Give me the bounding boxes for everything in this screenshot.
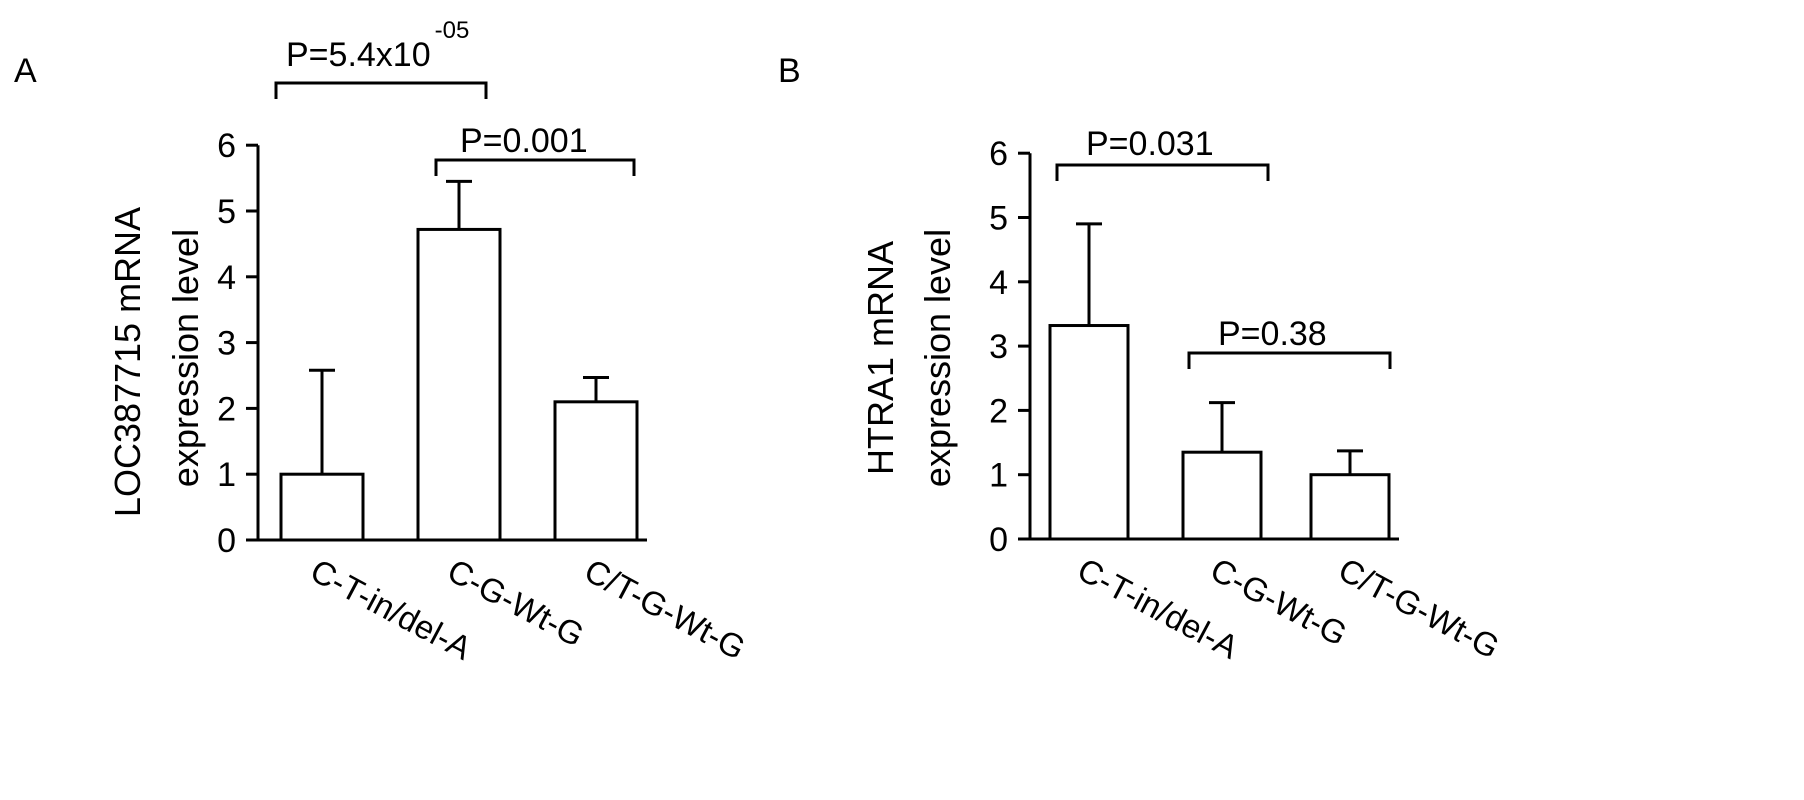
- y-tick-label: 6: [217, 127, 236, 165]
- p-value-label: P=0.031: [1086, 125, 1214, 163]
- y-tick-label: 2: [989, 392, 1008, 430]
- panel-label: A: [14, 52, 37, 90]
- p-value-exponent: -05: [435, 17, 470, 44]
- y-tick-label: 1: [217, 456, 236, 494]
- y-tick-label: 6: [989, 135, 1008, 173]
- y-tick-label: 1: [989, 457, 1008, 495]
- bar: [1181, 450, 1263, 541]
- significance-bracket: [434, 158, 636, 176]
- panel-label: B: [778, 52, 801, 90]
- bar: [416, 227, 502, 542]
- p-value-label: P=0.001: [460, 122, 588, 160]
- p-value-label: P=0.38: [1218, 315, 1327, 353]
- x-category-label: C/T-G-Wt-G: [1333, 551, 1506, 666]
- y-tick-label: 5: [989, 200, 1008, 238]
- significance-bracket: [274, 81, 488, 99]
- p-value-label: P=5.4x10: [286, 36, 431, 74]
- significance-bracket: [1187, 351, 1392, 369]
- bar: [553, 400, 639, 542]
- y-tick-label: 3: [217, 325, 236, 363]
- y-axis-title-line1: LOC387715 mRNA: [107, 207, 148, 517]
- bar: [1048, 324, 1130, 541]
- y-tick-label: 5: [217, 193, 236, 231]
- significance-bracket: [1055, 163, 1270, 181]
- y-tick-label: 4: [217, 259, 236, 297]
- bar: [1309, 473, 1391, 541]
- bar: [279, 472, 365, 542]
- y-tick-label: 0: [217, 522, 236, 560]
- y-axis-title-line2: expression level: [917, 229, 958, 487]
- y-tick-label: 4: [989, 264, 1008, 302]
- y-axis-title-line1: HTRA1 mRNA: [860, 241, 901, 475]
- y-tick-label: 2: [217, 390, 236, 428]
- y-tick-label: 0: [989, 521, 1008, 559]
- y-tick-label: 3: [989, 328, 1008, 366]
- x-category-label: C/T-G-Wt-G: [579, 552, 752, 667]
- y-axis-title-line2: expression level: [165, 229, 206, 487]
